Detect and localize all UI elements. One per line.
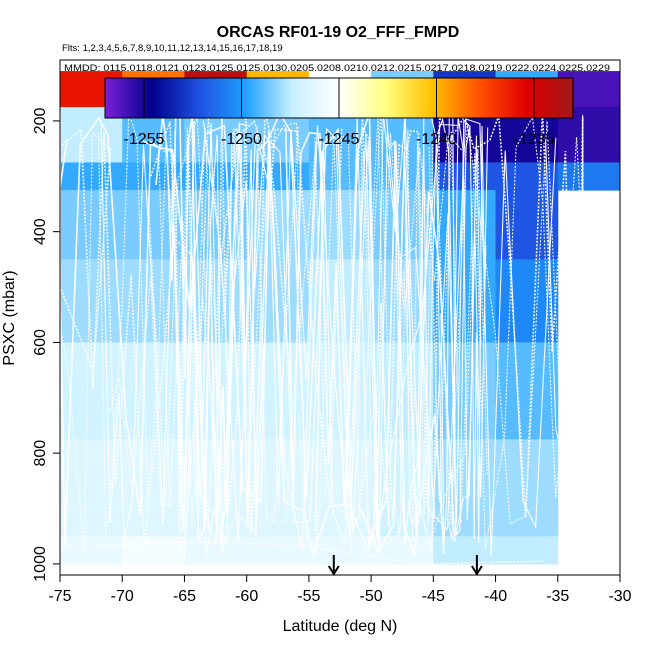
flight-track: [447, 110, 584, 557]
x-tick-label: -45: [422, 588, 445, 605]
heatmap-cell: [495, 536, 559, 565]
x-axis-label: Latitude (deg N): [283, 618, 398, 635]
x-tick-label: -35: [546, 588, 569, 605]
heatmap-cell: [495, 439, 559, 537]
latitude-arrow-markers: [327, 555, 483, 576]
x-axis: -75 -70 -65 -60 -55 -50 -45 -40 -35 -30: [48, 575, 632, 605]
flight-track: [60, 128, 111, 555]
x-tick-label: -70: [111, 588, 134, 605]
flight-track: [314, 111, 488, 554]
colorbar-ticks: -1255 -1250 -1245 -1240 -1235: [124, 78, 555, 148]
flight-track: [149, 121, 343, 546]
y-axis: 200 400 600 800 1000: [32, 107, 60, 582]
colorbar-tick-label: -1255: [124, 131, 165, 148]
heatmap-cell: [60, 536, 123, 565]
flight-track: [100, 123, 250, 544]
flight-track: [97, 111, 206, 537]
flight-track: [389, 117, 487, 546]
colorbar-tick-label: -1240: [416, 131, 457, 148]
x-tick-label: -40: [484, 588, 507, 605]
heatmap-cell: [122, 536, 185, 565]
y-axis-label: PSXC (mbar): [1, 270, 18, 365]
flight-track: [256, 126, 407, 549]
y-tick-label: 400: [32, 218, 49, 245]
x-tick-label: -55: [297, 588, 320, 605]
heatmap-cell: [371, 536, 434, 565]
flight-track: [61, 120, 292, 547]
flight-track: [403, 110, 482, 541]
arrow-marker-head: [327, 565, 340, 576]
colorbar-tick-label: -1235: [514, 131, 555, 148]
x-tick-label: -75: [48, 588, 71, 605]
flight-track: [386, 118, 557, 557]
flight-track: [142, 124, 382, 558]
x-tick-label: -50: [360, 588, 383, 605]
x-tick-label: -60: [235, 588, 258, 605]
flight-track: [202, 120, 389, 550]
heatmap-cell: [60, 439, 123, 537]
heatmap-cell: [557, 162, 621, 191]
heatmap-cell: [308, 439, 372, 537]
flight-track: [428, 115, 566, 550]
chart-title: ORCAS RF01-19 O2_FFF_FMPD: [217, 24, 460, 41]
y-tick-label: 800: [32, 440, 49, 467]
flight-track: [147, 117, 299, 525]
x-tick-label: -65: [173, 588, 196, 605]
flight-track-lines: [60, 107, 584, 565]
x-tick-label: -30: [608, 588, 631, 605]
chart-subtitle-flights: Flts: 1,2,3,4,5,6,7,8,9,10,11,12,13,14,1…: [62, 43, 283, 54]
heatmap-cell: [122, 342, 185, 440]
chart-subtitle-dates: MMDD: 0115,0118,0121,0123,0125,0125,0130…: [64, 63, 610, 74]
flight-track: [60, 541, 546, 565]
arrow-marker-head: [471, 565, 483, 576]
flight-track: [350, 114, 444, 551]
heatmap-cell: [246, 536, 310, 565]
flight-track: [163, 128, 265, 556]
y-tick-label: 600: [32, 329, 49, 356]
flight-track: [238, 111, 456, 555]
colorbar-tick-label: -1245: [319, 131, 360, 148]
flight-track: [314, 113, 471, 549]
colorbar-tick-label: -1250: [221, 131, 262, 148]
y-tick-label: 200: [32, 107, 49, 134]
heatmap-cell: [308, 536, 372, 565]
flight-track: [285, 112, 445, 556]
flight-track: [60, 117, 112, 529]
heatmap-cell: [60, 259, 123, 343]
plot-frame: [59, 59, 621, 576]
flight-track: [254, 123, 461, 539]
y-tick-label: 1000: [32, 546, 49, 582]
